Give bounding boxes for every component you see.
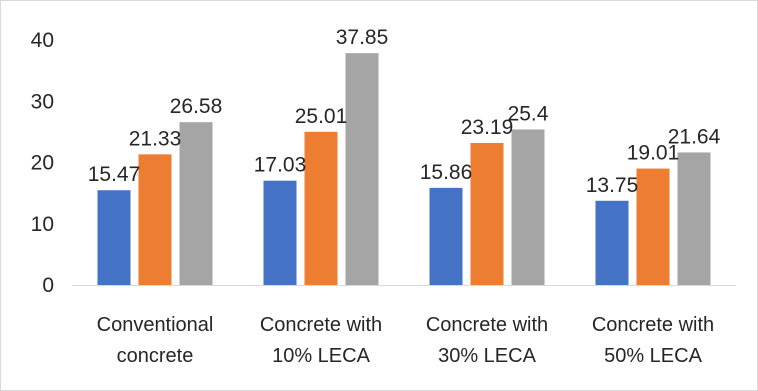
category-label: 30% LECA (438, 345, 536, 367)
category-label: 10% LECA (272, 345, 370, 367)
bar (470, 142, 504, 285)
data-label: 19.01 (627, 142, 680, 165)
data-label: 25.01 (295, 105, 348, 128)
category-label: Concrete with (592, 314, 714, 336)
data-label: 13.75 (586, 174, 639, 197)
data-label: 15.47 (88, 163, 141, 186)
category-labels: Conventional concrete Concrete with 10% LEC… (97, 314, 715, 367)
y-tick-label: 40 (31, 29, 54, 52)
bar (179, 122, 213, 285)
data-labels: 15.47 21.33 26.58 17.03 25.01 37.85 15.86 23.19… (88, 26, 721, 197)
data-label: 26.58 (170, 95, 223, 118)
y-tick-label: 30 (31, 90, 54, 113)
bar (138, 154, 172, 285)
data-label: 21.33 (129, 127, 182, 150)
data-label: 17.03 (254, 154, 307, 177)
bar (511, 129, 545, 285)
y-tick-label: 10 (31, 213, 54, 236)
bars (97, 53, 711, 286)
bar (97, 190, 131, 285)
category-label: Concrete with (426, 314, 548, 336)
y-axis-labels: 0 10 20 30 40 (31, 29, 54, 297)
bar (304, 131, 338, 285)
category-label: 50% LECA (604, 345, 702, 367)
y-tick-label: 20 (31, 152, 54, 175)
y-tick-label: 0 (42, 274, 54, 297)
data-label: 37.85 (336, 26, 389, 49)
bar (636, 168, 670, 285)
data-label: 23.19 (461, 116, 514, 139)
data-label: 25.4 (508, 102, 549, 125)
category-label: Conventional (97, 314, 214, 336)
bar (429, 187, 463, 285)
bar (263, 180, 297, 285)
category-label: concrete (117, 345, 194, 367)
bar (345, 53, 379, 286)
data-label: 21.64 (668, 125, 721, 148)
bar (677, 152, 711, 285)
bar (595, 200, 629, 285)
category-label: Concrete with (260, 314, 382, 336)
data-label: 15.86 (420, 161, 473, 184)
